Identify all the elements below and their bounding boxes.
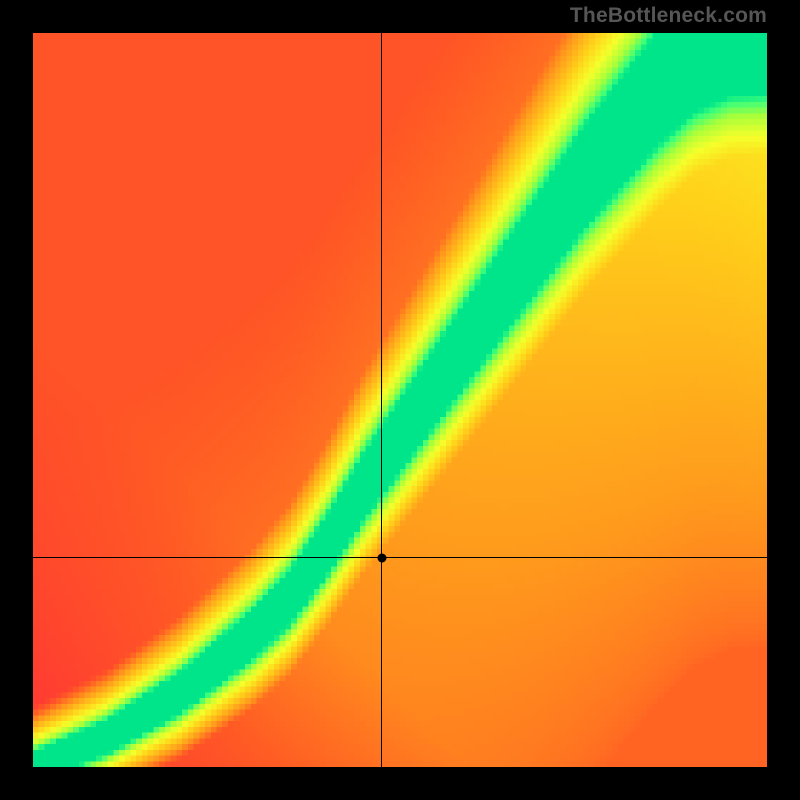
watermark-text: TheBottleneck.com: [570, 4, 767, 28]
crosshair-vertical: [381, 33, 382, 767]
crosshair-horizontal: [33, 557, 767, 558]
heatmap-plot: [33, 33, 767, 767]
heatmap-canvas: [33, 33, 767, 767]
chart-frame: TheBottleneck.com: [0, 0, 800, 800]
selection-marker: [377, 553, 386, 562]
